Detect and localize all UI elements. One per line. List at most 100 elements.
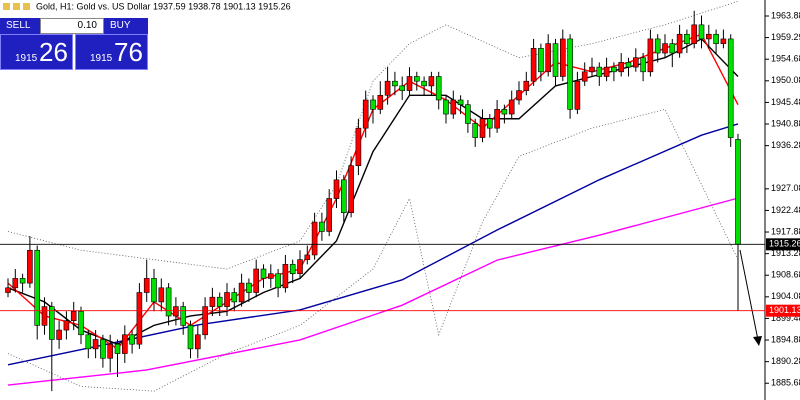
candle-body <box>122 334 128 354</box>
candle-body <box>107 343 113 359</box>
candle-body <box>523 80 530 91</box>
candle-body <box>289 264 296 275</box>
y-tick-label: 1963.88 <box>771 10 800 20</box>
candle-body <box>216 296 223 307</box>
candle-body <box>640 57 646 73</box>
y-tick-label: 1927.08 <box>771 183 800 193</box>
candle-body <box>494 109 500 129</box>
candle-body <box>618 62 625 73</box>
candle-body <box>19 278 26 284</box>
trade-panel: SELL 0.10 BUY 1915 26 1915 76 <box>0 18 148 70</box>
candle-body <box>340 179 347 213</box>
candle-body <box>355 127 362 167</box>
candle-body <box>260 268 267 279</box>
y-tick-label: 1954.68 <box>771 54 800 64</box>
candle-body <box>399 85 406 91</box>
candle-body <box>735 139 741 245</box>
candle-body <box>297 259 303 275</box>
indicator-line <box>7 0 739 270</box>
y-tick-label: 1904.08 <box>771 291 800 301</box>
candle-body <box>282 264 289 289</box>
candle-body <box>428 76 435 87</box>
sell-price[interactable]: 1915 26 <box>0 34 73 70</box>
chart-title: Gold, H1: Gold vs. US Dollar 1937.59 193… <box>36 1 291 11</box>
candle-body <box>530 48 537 82</box>
candle-body <box>326 198 333 232</box>
candle-body <box>486 118 493 129</box>
candle-body <box>78 310 84 336</box>
candle-body <box>34 249 41 326</box>
candle-body <box>224 292 230 307</box>
y-tick-label: 1950.08 <box>771 75 800 85</box>
candle-body <box>654 38 661 54</box>
candle-body <box>158 287 165 303</box>
price-label-box <box>766 238 800 251</box>
candle-body <box>56 329 62 340</box>
y-tick-label: 1917.88 <box>771 226 800 236</box>
candle-body <box>625 62 632 68</box>
candle-body <box>676 33 683 54</box>
candle-body <box>720 38 727 44</box>
candle-body <box>691 24 698 44</box>
buy-button[interactable]: BUY <box>104 18 148 34</box>
indicator-line <box>7 108 739 392</box>
candle-body <box>143 278 150 293</box>
candle-body <box>70 310 77 321</box>
candle-body <box>151 278 157 303</box>
candle-body <box>209 296 216 307</box>
y-tick-label: 1959.29 <box>771 32 800 42</box>
candle-body <box>238 282 245 303</box>
candle-body <box>574 80 581 110</box>
candle-body <box>559 38 566 77</box>
candle-body <box>727 38 734 138</box>
candle-body <box>311 221 318 256</box>
candle-body <box>684 33 690 44</box>
candle-body <box>392 80 398 87</box>
icon <box>13 3 20 10</box>
y-tick-label: 1890.28 <box>771 356 800 366</box>
candle-body <box>603 66 610 77</box>
candle-body <box>129 334 135 345</box>
candle-body <box>253 268 259 293</box>
lot-input[interactable]: 0.10 <box>40 18 104 34</box>
candle-body <box>187 325 194 350</box>
sell-button[interactable]: SELL <box>0 18 40 34</box>
candle-body <box>413 76 420 82</box>
candle-body <box>552 43 559 77</box>
candle-body <box>406 76 413 91</box>
candle-body <box>611 66 617 73</box>
candle-body <box>27 249 33 284</box>
candle-body <box>596 66 603 77</box>
y-tick-label: 1899.48 <box>771 313 800 323</box>
candle-body <box>450 99 457 115</box>
candle-body <box>516 90 522 101</box>
icon <box>3 3 10 10</box>
candle-body <box>165 287 172 317</box>
candle-body <box>479 118 486 138</box>
candle-body <box>377 94 384 110</box>
candle-body <box>538 48 544 73</box>
candle-body <box>267 273 274 279</box>
indicator-line <box>7 38 739 345</box>
candle-body <box>589 66 595 73</box>
candle-body <box>508 99 515 115</box>
buy-price[interactable]: 1915 76 <box>75 34 148 70</box>
candle-body <box>5 287 11 293</box>
candle-body <box>669 43 676 54</box>
y-tick-label: 1922.48 <box>771 205 800 215</box>
y-tick-label: 1940.88 <box>771 118 800 128</box>
candle-body <box>713 33 719 44</box>
candle-body <box>457 99 464 105</box>
candle-body <box>698 24 705 40</box>
arrow <box>739 249 759 341</box>
ask-big: 1915 <box>90 53 113 64</box>
y-tick-label: 1894.88 <box>771 334 800 344</box>
y-tick-label: 1908.68 <box>771 270 800 280</box>
candle-body <box>662 43 668 54</box>
candle-body <box>465 104 471 124</box>
candle-body <box>545 43 552 73</box>
indicator-line <box>7 197 739 386</box>
price-label: 1915.26 <box>769 239 800 249</box>
